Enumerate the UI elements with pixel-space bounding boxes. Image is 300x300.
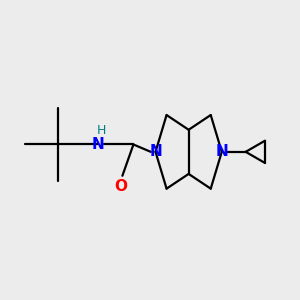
Text: N: N: [215, 144, 228, 159]
Text: N: N: [92, 137, 105, 152]
Text: N: N: [149, 144, 162, 159]
Text: O: O: [114, 178, 127, 194]
Text: H: H: [97, 124, 106, 137]
